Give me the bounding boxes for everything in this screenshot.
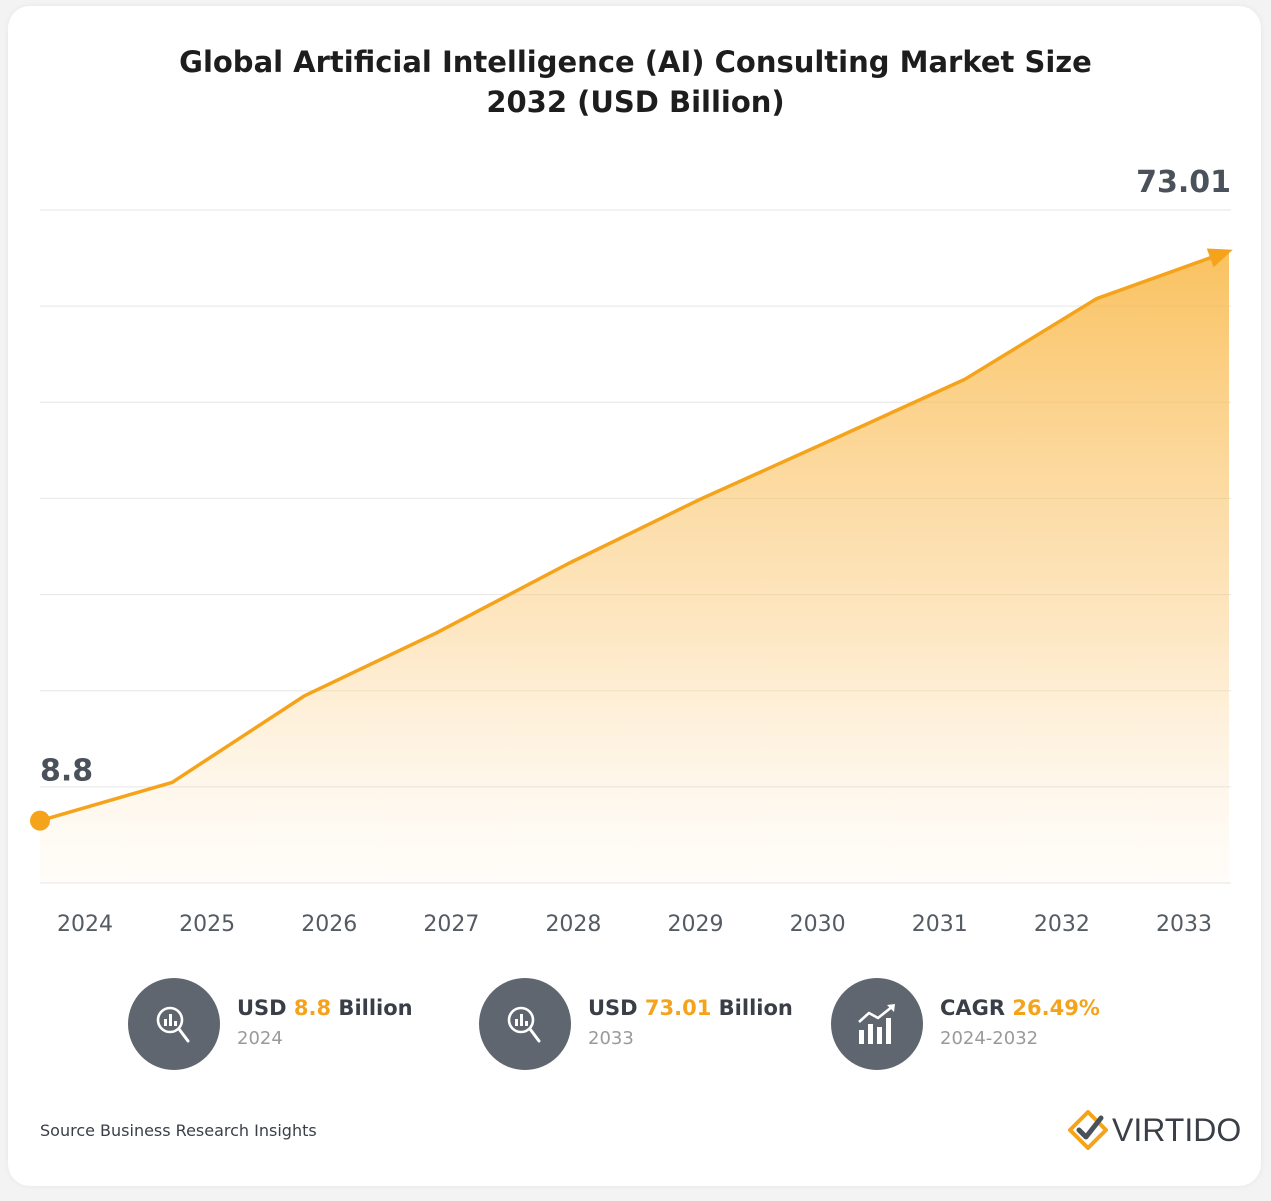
x-tick-label: 2030 [790, 912, 846, 937]
x-tick-label: 2029 [668, 912, 724, 937]
x-tick-label: 2027 [423, 912, 479, 937]
area-fill [40, 251, 1229, 883]
x-tick-label: 2026 [301, 912, 357, 937]
last-value-label: 73.01 [1136, 165, 1231, 200]
first-value-label: 8.8 [40, 754, 93, 789]
source-note: Source Business Research Insights [40, 1121, 317, 1140]
chart-title-line-2: 2032 (USD Billion) [486, 85, 785, 119]
x-tick-label: 2025 [179, 912, 235, 937]
x-tick-label: 2032 [1034, 912, 1090, 937]
x-tick-label: 2033 [1156, 912, 1212, 937]
start-point-marker [30, 810, 50, 831]
area-chart: 8.8 73.01 2024 2025 2026 2027 2028 2029 2030 20… [30, 165, 1233, 937]
chart-title-line-1: Global Artificial Intelligence (AI) Cons… [179, 45, 1092, 79]
x-tick-label: 2024 [57, 912, 113, 937]
virtido-logo-icon [1068, 1110, 1108, 1150]
end-arrow-icon [1206, 248, 1233, 268]
x-tick-label: 2028 [545, 912, 601, 937]
chart-title: Global Artificial Intelligence (AI) Cons… [0, 42, 1271, 122]
virtido-wordmark: VIRTIDO [1112, 1112, 1242, 1148]
x-tick-label: 2031 [912, 912, 968, 937]
x-axis-ticks: 2024 2025 2026 2027 2028 2029 2030 2031 2032 2033 [57, 912, 1212, 937]
series-line [39, 249, 1230, 823]
